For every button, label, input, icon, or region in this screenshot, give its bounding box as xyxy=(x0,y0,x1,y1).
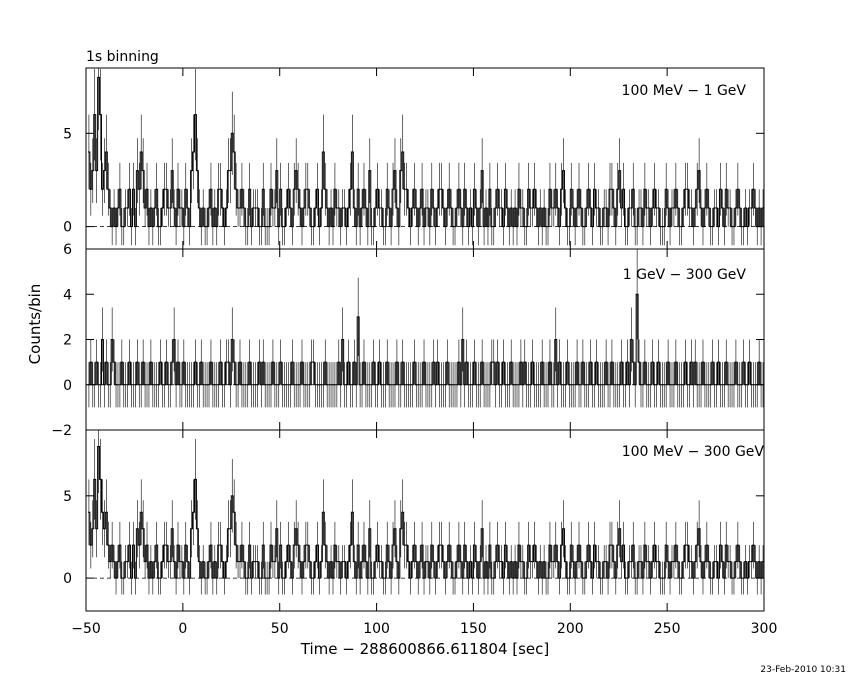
panel-1-histogram xyxy=(87,76,764,228)
x-tick-label: 100 xyxy=(363,621,390,637)
x-tick-label: 50 xyxy=(271,621,289,637)
y-axis-label: Counts/bin xyxy=(26,284,44,365)
panel-3-frame xyxy=(85,429,765,612)
y-tick-label: 5 xyxy=(63,126,72,142)
panel-1-series: 05 xyxy=(63,68,764,246)
x-tick-label: 250 xyxy=(654,621,681,637)
panel-3-plot-area xyxy=(86,430,764,595)
y-tick-label: 4 xyxy=(63,287,72,303)
binning-label: 1s binning xyxy=(86,49,159,65)
panel-1-energy-label: 100 MeV − 1 GeV xyxy=(622,83,747,99)
panel-1: 05 100 MeV − 1 GeV xyxy=(63,67,765,250)
x-tick-label: 200 xyxy=(557,621,584,637)
y-tick-label: 0 xyxy=(63,220,72,236)
x-axis: −50 0 50 100 150 200 250 300 xyxy=(71,68,777,637)
x-tick-label: 0 xyxy=(178,621,187,637)
panel-3-series: 05 xyxy=(63,430,764,595)
panel-3: 05 100 MeV − 300 GeV xyxy=(63,429,765,612)
panel-2-series: −2 0 2 4 6 xyxy=(51,242,764,439)
panel-2-histogram xyxy=(87,293,764,386)
y-tick-label: −2 xyxy=(51,423,72,439)
y-tick-label: 5 xyxy=(63,489,72,505)
panel-2: −2 0 2 4 6 1 GeV − 300 GeV xyxy=(51,242,765,439)
y-tick-label: 2 xyxy=(63,333,72,349)
x-axis-label: Time − 288600866.611804 [sec] xyxy=(300,640,550,658)
y-tick-label: 6 xyxy=(63,242,72,258)
timestamp: 23-Feb-2010 10:31 xyxy=(760,665,846,675)
panel-3-energy-label: 100 MeV − 300 GeV xyxy=(622,444,765,460)
panel-2-energy-label: 1 GeV − 300 GeV xyxy=(623,267,747,283)
panel-3-histogram xyxy=(87,445,764,579)
y-tick-label: 0 xyxy=(63,378,72,394)
x-tick-label: 150 xyxy=(460,621,487,637)
x-tick-label: −50 xyxy=(71,621,101,637)
y-tick-label: 0 xyxy=(63,571,72,587)
x-tick-label: 300 xyxy=(751,621,778,637)
panel-1-plot-area xyxy=(86,68,764,246)
